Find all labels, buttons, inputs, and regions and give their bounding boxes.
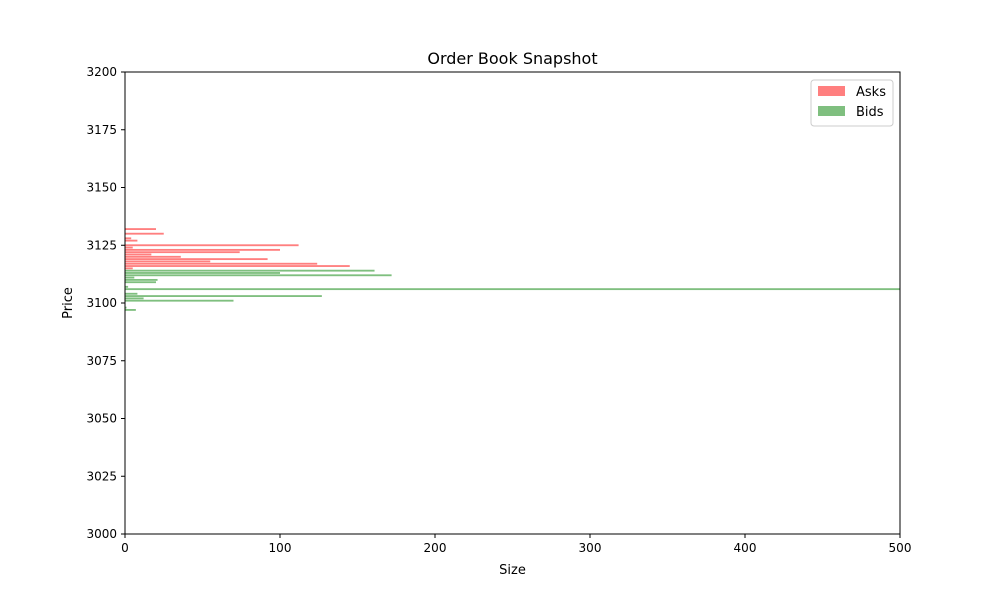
asks-bar (125, 267, 133, 270)
legend-swatch-asks (818, 86, 845, 96)
x-tick-label: 0 (121, 541, 129, 555)
y-axis: 3000 3025 3050 3075 3100 3125 3150 3175 3200 (86, 65, 125, 541)
bids-bar (125, 309, 136, 311)
bars-layer (125, 228, 900, 311)
asks-bar (125, 237, 132, 240)
plot-frame (124, 71, 901, 535)
y-tick-label: 3200 (86, 65, 117, 79)
bids-bar (125, 299, 234, 302)
legend-swatch-bids (818, 106, 845, 116)
legend: Asks Bids (810, 79, 894, 127)
y-tick-label: 3100 (86, 296, 117, 310)
asks-bar (125, 260, 211, 263)
y-tick-label: 3125 (86, 238, 117, 252)
asks-bar (125, 244, 299, 247)
asks-bar (125, 239, 138, 242)
bids-bar (125, 297, 144, 300)
asks-bar (125, 265, 350, 267)
bids-bar (125, 278, 158, 281)
y-tick-label: 3150 (86, 181, 117, 195)
y-tick-label: 3175 (86, 123, 117, 137)
asks-bar (125, 251, 240, 254)
x-axis: 0 100 200 300 400 500 (121, 534, 911, 555)
bids-bar (125, 295, 322, 297)
bids-bar (125, 272, 280, 274)
bids-bar (125, 292, 138, 295)
bids-bar (125, 285, 129, 288)
asks-bar (125, 262, 318, 265)
asks-bar (125, 228, 156, 231)
x-tick-label: 500 (889, 541, 912, 555)
asks-bar (125, 248, 280, 251)
y-tick-label: 3025 (86, 469, 117, 483)
y-tick-label: 3000 (86, 527, 117, 541)
x-axis-label: Size (499, 563, 526, 578)
x-tick-label: 400 (734, 541, 757, 555)
legend-label-asks: Asks (856, 85, 886, 100)
bids-bar (125, 281, 156, 284)
asks-bar (125, 246, 133, 249)
y-axis-label: Price (61, 287, 76, 319)
bids-bar (125, 269, 375, 272)
y-tick-label: 3075 (86, 354, 117, 368)
bids-bar (125, 274, 392, 277)
asks-bar (125, 253, 152, 256)
bids-bar (125, 306, 127, 309)
y-tick-label: 3050 (86, 412, 117, 426)
bids-bar (125, 288, 900, 291)
bids-bar (125, 276, 135, 279)
chart-title: Order Book Snapshot (427, 49, 597, 68)
x-tick-label: 300 (579, 541, 602, 555)
x-tick-label: 200 (424, 541, 447, 555)
asks-bar (125, 255, 181, 258)
asks-bar (125, 232, 164, 235)
x-tick-label: 100 (269, 541, 292, 555)
asks-bar (125, 258, 268, 261)
legend-label-bids: Bids (856, 105, 884, 120)
